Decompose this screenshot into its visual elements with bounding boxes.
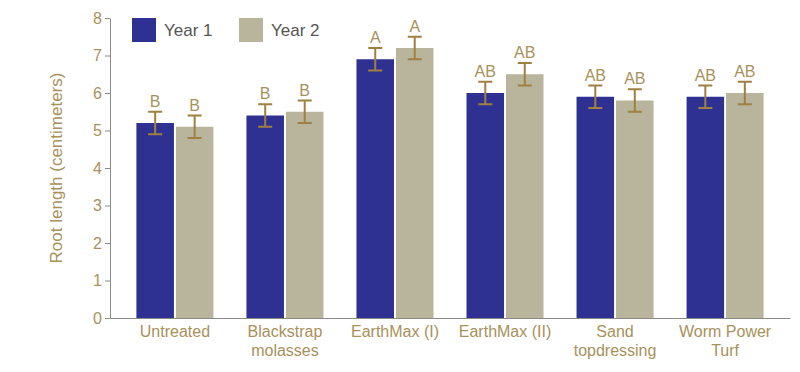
annotations: B B A AB AB AB B B A AB AB AB [150,18,756,114]
significance-letter: A [409,18,420,35]
significance-letter: AB [734,63,755,80]
legend-item: Year 1 [132,18,213,42]
error-bar [368,48,382,71]
legend: Year 1 Year 2 [132,18,320,42]
error-bar [698,86,712,109]
tick-mark [105,243,110,244]
error-bar [188,116,202,139]
significance-letter: AB [624,70,645,87]
tick-mark [105,168,110,169]
tick: Untreated [140,318,210,340]
tick: 2 [93,235,110,252]
tick-label: 8 [93,10,102,27]
tick-label: Untreated [140,323,210,340]
error-bar [478,82,492,105]
bar [286,112,324,318]
tick-label: 6 [93,85,102,102]
tick: Blackstrapmolasses [248,318,323,359]
series [176,48,764,318]
error-bar [518,63,532,86]
tick-mark [105,18,110,19]
significance-letter: AB [475,63,496,80]
significance-letter: B [260,85,271,102]
tick-mark [105,93,110,94]
tick: EarthMax (II) [459,318,551,340]
tick: 8 [93,10,110,27]
tick-label: 0 [93,310,102,327]
y-axis-title: Root length (centimeters) [47,73,66,264]
error-bar [408,37,422,60]
error-bar [588,86,602,109]
legend-label: Year 1 [164,21,213,40]
bar [396,48,434,318]
tick-label: 1 [93,272,102,289]
bar [616,101,654,319]
tick-label: 7 [93,47,102,64]
tick-mark [105,56,110,57]
tick: 6 [93,85,110,102]
tick-label: Worm PowerTurf [679,323,772,358]
legend-swatch [132,18,156,42]
error-bar [148,112,162,135]
bar [577,97,615,318]
significance-letter: AB [585,67,606,84]
tick: Sandtopdressing [574,318,657,359]
significance-letter: A [370,29,381,46]
plot-area [136,37,763,318]
bar [246,116,284,319]
axis-line [110,19,111,319]
error-bar [738,82,752,105]
significance-letter: B [189,97,200,114]
legend-item: Year 2 [239,18,320,42]
significance-letter: B [299,82,310,99]
bar [506,74,544,318]
bar [176,127,214,318]
chart: B B A AB AB AB B B A AB AB AB 0 1 2 3 4 5 6 7 8 Untreated Blac… [0,0,800,372]
error-bars [188,37,752,138]
significance-letter: AB [514,44,535,61]
legend-swatch [239,18,263,42]
tick-label: EarthMax (II) [459,323,551,340]
tick-mark [105,206,110,207]
tick-mark [105,131,110,132]
error-bar [628,89,642,112]
tick: 7 [93,47,110,64]
error-bar [298,101,312,124]
significance-letter: B [150,93,161,110]
tick-mark [105,281,110,282]
tick: EarthMax (I) [351,318,439,340]
bar [356,59,394,318]
tick: Worm PowerTurf [679,318,772,359]
tick-mark [105,318,110,319]
bar [136,123,174,318]
bar [687,97,725,318]
tick-label: EarthMax (I) [351,323,439,340]
legend-label: Year 2 [271,21,320,40]
tick-label: 4 [93,160,102,177]
tick: 1 [93,272,110,289]
tick-label: 2 [93,235,102,252]
tick: 0 [93,310,110,327]
tick-label: 3 [93,197,102,214]
bar [467,93,505,318]
tick-label: 5 [93,122,102,139]
x-axis: Untreated Blackstrapmolasses EarthMax (I) E… [111,318,791,359]
error-bar [258,104,272,127]
tick: 3 [93,197,110,214]
bar [726,93,764,318]
axis-line [111,318,791,319]
tick: 4 [93,160,110,177]
tick-label: Blackstrapmolasses [248,323,323,358]
tick: 5 [93,122,110,139]
significance-letter: AB [695,67,716,84]
y-axis: 0 1 2 3 4 5 6 7 8 [93,10,110,327]
tick-label: Sandtopdressing [574,323,657,358]
